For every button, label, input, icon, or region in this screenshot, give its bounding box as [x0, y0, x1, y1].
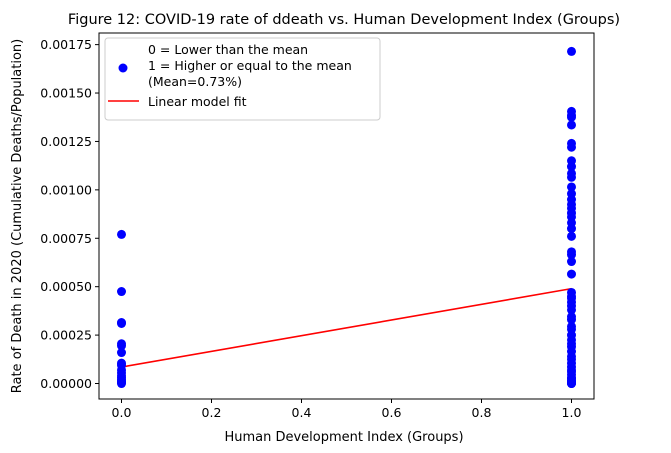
scatter-point	[567, 172, 576, 182]
scatter-point	[567, 182, 576, 192]
legend-marker-scatter	[118, 63, 128, 73]
scatter-point	[117, 348, 126, 358]
x-tick-label: 0.4	[292, 405, 312, 420]
scatter-point	[567, 379, 576, 389]
y-tick-label: 0.00000	[40, 376, 92, 391]
legend-scatter-line-3: (Mean=0.73%)	[148, 74, 242, 89]
scatter-point	[567, 305, 576, 315]
scatter-point	[567, 46, 576, 56]
scatter-point	[567, 112, 576, 122]
legend-scatter-line-2: 1 = Higher or equal to the mean	[148, 58, 352, 73]
scatter-point	[567, 250, 576, 260]
x-tick-label: 0.0	[112, 405, 132, 420]
y-tick-label: 0.00175	[40, 37, 92, 52]
x-axis-label: Human Development Index (Groups)	[224, 430, 463, 445]
fit-line	[121, 287, 572, 368]
x-tick-label: 1.0	[562, 405, 582, 420]
y-tick-label: 0.00150	[40, 86, 92, 101]
scatter-point	[567, 120, 576, 130]
scatter-point	[117, 318, 126, 328]
x-tick-label: 0.6	[382, 405, 402, 420]
y-tick-label: 0.00125	[40, 134, 92, 149]
scatter-point	[117, 341, 126, 351]
scatter-point	[117, 229, 126, 239]
x-tick-label: 0.8	[472, 405, 492, 420]
scatter-points	[117, 46, 576, 389]
scatter-point	[117, 379, 126, 389]
x-axis: 0.0 0.2 0.4 0.6 0.8 1.0	[112, 399, 582, 420]
scatter-point	[567, 315, 576, 325]
scatter-point	[567, 257, 576, 267]
fit-line-layer	[121, 287, 572, 368]
y-tick-label: 0.00050	[40, 279, 92, 294]
scatter-point	[567, 142, 576, 152]
scatter-point	[567, 269, 576, 279]
legend-box	[104, 37, 381, 121]
legend-fit-label: Linear model fit	[148, 94, 247, 109]
scatter-point	[567, 231, 576, 241]
legend-scatter-line-1: 0 = Lower than the mean	[148, 42, 308, 57]
scatter-point	[567, 224, 576, 234]
y-tick-label: 0.00075	[40, 231, 92, 246]
y-axis-label: Rate of Death in 2020 (Cumulative Deaths…	[10, 39, 25, 394]
y-axis: 0.00000 0.00025 0.00050 0.00075 0.00100 0.001…	[40, 37, 99, 391]
scatter-point	[117, 287, 126, 297]
chart-title: Figure 12: COVID-19 rate of ddeath vs. H…	[68, 12, 620, 28]
y-tick-label: 0.00100	[40, 182, 92, 197]
x-tick-label: 0.2	[202, 405, 222, 420]
legend: 0 = Lower than the mean 1 = Higher or eq…	[104, 37, 381, 121]
y-tick-label: 0.00025	[40, 328, 92, 343]
scatter-point	[567, 162, 576, 172]
